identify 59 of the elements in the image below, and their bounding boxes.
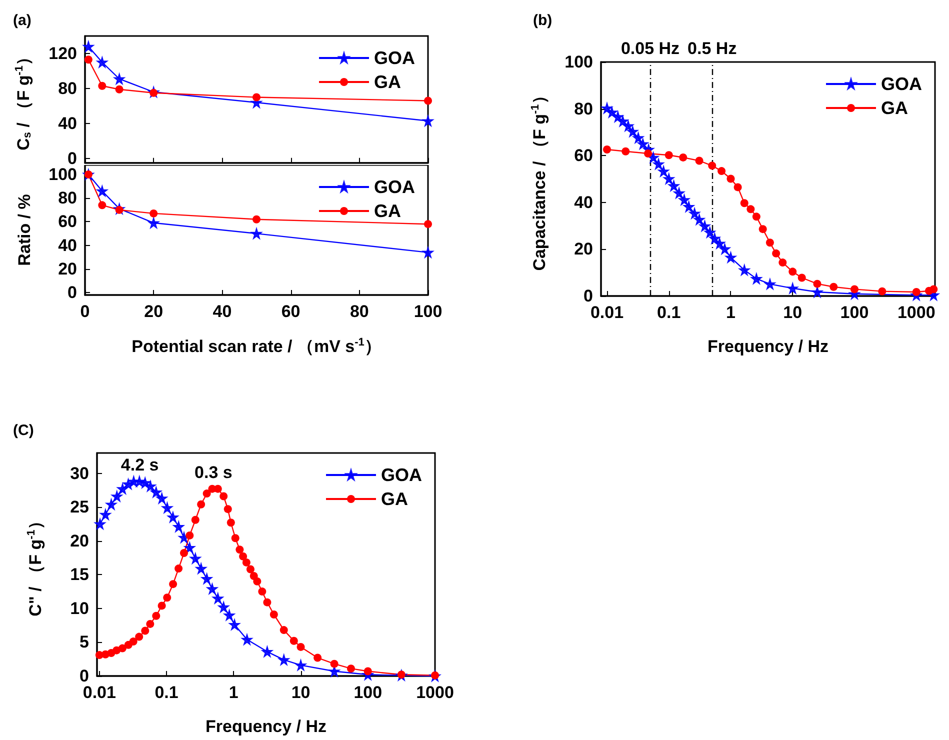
x-tick-label: 1 <box>726 303 736 322</box>
chart-title: (b) <box>533 12 552 29</box>
y-tick-label: 40 <box>574 192 593 212</box>
legend-label: GOA <box>374 177 416 197</box>
y-tick-label: 0 <box>68 283 77 302</box>
ref-line-label: 0.05 Hz <box>620 39 680 58</box>
y-axis-title: Capacitance / （F g-1） <box>530 87 549 271</box>
legend-label: GOA <box>881 74 922 94</box>
y-tick-label: 15 <box>70 565 89 584</box>
y-tick-label: 20 <box>70 531 89 550</box>
annotation: 4.2 s <box>120 455 159 474</box>
y-tick-label: 80 <box>574 99 593 118</box>
y-tick-label: 80 <box>58 79 77 98</box>
x-tick-label: 0.01 <box>590 303 624 322</box>
x-tick-label: 0.1 <box>657 303 681 322</box>
y-tick-label: 10 <box>70 598 89 618</box>
y-tick-label: 40 <box>58 114 77 133</box>
y-axis-title: Cs / （F g-1） <box>14 48 34 150</box>
legend-label: GOA <box>374 48 416 68</box>
x-tick-label: 0.1 <box>154 683 178 702</box>
y-tick-label: 120 <box>48 44 77 63</box>
x-tick-label: 20 <box>144 302 164 321</box>
y-tick-label: 60 <box>58 212 77 232</box>
x-tick-label: 60 <box>281 302 300 321</box>
y-axis-title: C" / （F g-1） <box>26 512 45 616</box>
annotation: 0.3 s <box>194 462 232 482</box>
y-tick-label: 5 <box>80 632 89 652</box>
x-tick-label: 1000 <box>897 303 936 322</box>
x-tick-label: 100 <box>840 303 869 322</box>
x-tick-label: 100 <box>414 302 442 321</box>
x-tick-label: 40 <box>212 302 232 321</box>
y-tick-label: 20 <box>58 260 77 278</box>
x-tick-label: 1000 <box>416 683 454 702</box>
x-tick-label: 1 <box>228 683 238 702</box>
x-tick-label: 10 <box>783 303 802 322</box>
chart-title: (C) <box>13 422 34 439</box>
y-tick-label: 0 <box>584 286 593 306</box>
legend-label: GA <box>374 201 401 221</box>
legend-label: GA <box>881 98 908 118</box>
y-tick-label: 30 <box>70 464 89 483</box>
y-tick-label: 60 <box>574 146 593 166</box>
ref-line-label: 0.5 Hz <box>688 39 737 58</box>
legend-label: GOA <box>381 465 422 485</box>
x-axis-title: Frequency / Hz <box>206 717 326 736</box>
x-tick-label: 0.01 <box>82 683 116 702</box>
y-tick-label: 80 <box>58 188 77 208</box>
y-tick-label: 100 <box>564 52 593 72</box>
y-tick-label: 20 <box>574 240 593 259</box>
y-tick-label: 0 <box>80 666 89 686</box>
x-tick-label: 80 <box>350 302 369 321</box>
x-axis-title: Frequency / Hz <box>708 337 828 356</box>
legend-label: GA <box>381 489 408 509</box>
x-tick-label: 100 <box>354 683 382 702</box>
legend-label: GA <box>374 72 401 92</box>
x-tick-label: 10 <box>291 683 310 702</box>
y-tick-label: 40 <box>58 236 77 255</box>
y-tick-label: 25 <box>70 498 89 517</box>
y-axis-title: Ratio / % <box>15 194 34 266</box>
chart-title: (a) <box>13 12 32 29</box>
